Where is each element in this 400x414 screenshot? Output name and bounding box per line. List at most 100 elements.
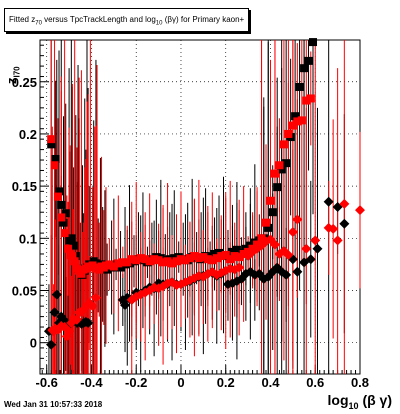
data-point-diamond xyxy=(301,243,312,254)
data-point-square xyxy=(217,252,226,261)
data-point-square xyxy=(114,259,123,268)
chart-title: Fitted z70 versus TpcTrackLength and log… xyxy=(4,8,250,32)
data-point-square xyxy=(141,255,150,264)
data-point-square xyxy=(47,140,56,149)
x-tick-label: 0.6 xyxy=(306,375,324,390)
data-point-square xyxy=(306,94,315,103)
data-point-square xyxy=(145,257,154,266)
data-point-diamond xyxy=(234,262,245,273)
y-axis-label-main: z xyxy=(4,77,19,85)
data-point-square xyxy=(181,256,190,265)
title-suffix: (βγ) for Primary kaon+ xyxy=(164,15,245,24)
data-point-square xyxy=(190,252,199,261)
data-point-square xyxy=(257,234,266,243)
data-point-square xyxy=(55,187,64,196)
data-point-square xyxy=(53,192,62,201)
data-point-square xyxy=(270,169,279,178)
data-point-diamond xyxy=(64,326,75,337)
data-point-square xyxy=(136,254,145,263)
x-tick-label: -0.4 xyxy=(80,375,103,390)
title-z-sub: 70 xyxy=(35,20,42,27)
data-point-square xyxy=(302,96,311,105)
y-tick-label: 0.15 xyxy=(12,179,37,194)
data-point-diamond xyxy=(355,205,365,216)
data-point-square xyxy=(235,253,244,262)
data-point-diamond xyxy=(283,250,294,261)
data-point-square xyxy=(230,252,239,261)
data-point-square xyxy=(77,269,86,278)
x-axis-label: log10 (β γ) xyxy=(328,392,392,411)
data-point-diamond xyxy=(292,266,303,277)
data-point-square xyxy=(275,161,284,170)
x-tick-label: 0 xyxy=(177,375,184,390)
data-point-square xyxy=(50,161,59,170)
data-point-diamond xyxy=(323,196,334,207)
data-point-diamond xyxy=(46,339,57,350)
data-point-square xyxy=(244,247,253,256)
data-point-square xyxy=(70,257,79,266)
data-point-square xyxy=(264,223,273,232)
data-point-square xyxy=(284,129,293,138)
data-point-square xyxy=(208,256,217,265)
data-point-square xyxy=(118,258,127,267)
data-point-square xyxy=(63,244,72,253)
data-point-square xyxy=(248,244,257,253)
data-point-square xyxy=(295,82,304,91)
data-point-square xyxy=(309,38,318,47)
data-point-diamond xyxy=(332,235,343,246)
data-point-diamond xyxy=(339,218,350,229)
data-point-diamond xyxy=(90,292,101,303)
title-z: z xyxy=(31,15,36,24)
x-axis-label-sub: 10 xyxy=(348,400,359,411)
x-tick-label: -0.6 xyxy=(36,375,58,390)
title-log-sub: 10 xyxy=(155,20,163,27)
y-tick-label: 0.25 xyxy=(12,75,37,90)
data-point-diamond xyxy=(269,239,280,250)
data-point-square xyxy=(221,251,230,260)
data-point-square xyxy=(127,255,136,264)
data-point-square xyxy=(291,112,300,121)
data-point-square xyxy=(297,116,306,125)
data-point-square xyxy=(228,247,237,256)
data-point-square xyxy=(67,234,76,243)
data-point-diamond xyxy=(328,223,339,234)
x-tick-label: 0.8 xyxy=(351,375,369,390)
timestamp-footer: Wed Jan 31 10:57:33 2018 xyxy=(4,400,103,409)
data-point-square xyxy=(123,258,132,267)
data-point-diamond xyxy=(287,227,298,238)
data-point-diamond xyxy=(49,307,60,318)
data-point-diamond xyxy=(71,314,82,325)
data-point-square xyxy=(47,135,56,144)
data-point-diamond xyxy=(83,317,94,328)
data-point-square xyxy=(279,140,288,149)
data-point-square xyxy=(168,259,177,268)
data-point-square xyxy=(210,249,219,258)
y-tick-label: 0.2 xyxy=(19,127,37,142)
data-point-square xyxy=(109,262,118,271)
data-point-square xyxy=(277,165,286,174)
x-tick-label: 0.4 xyxy=(261,375,280,390)
x-axis-label-main: log xyxy=(327,392,349,408)
data-point-diamond xyxy=(312,243,323,254)
data-point-square xyxy=(232,245,241,254)
data-point-diamond xyxy=(310,235,321,246)
data-point-square xyxy=(51,154,60,163)
data-point-square xyxy=(68,252,77,261)
data-point-square xyxy=(61,209,70,218)
data-point-square xyxy=(132,256,141,265)
x-tick-label: 0.2 xyxy=(217,375,235,390)
data-point-square xyxy=(282,159,291,168)
data-point-square xyxy=(59,218,68,227)
data-point-square xyxy=(105,260,114,269)
x-tick-label: -0.2 xyxy=(125,375,147,390)
data-point-square xyxy=(288,121,297,130)
data-point-square xyxy=(199,253,208,262)
data-point-square xyxy=(266,196,275,205)
data-point-square xyxy=(300,64,309,73)
data-point-square xyxy=(239,249,248,258)
data-point-square xyxy=(185,254,194,263)
data-point-square xyxy=(150,255,159,264)
data-point-square xyxy=(57,200,66,209)
data-point-square xyxy=(60,229,69,238)
y-axis-label-sub: I70 xyxy=(12,66,22,78)
